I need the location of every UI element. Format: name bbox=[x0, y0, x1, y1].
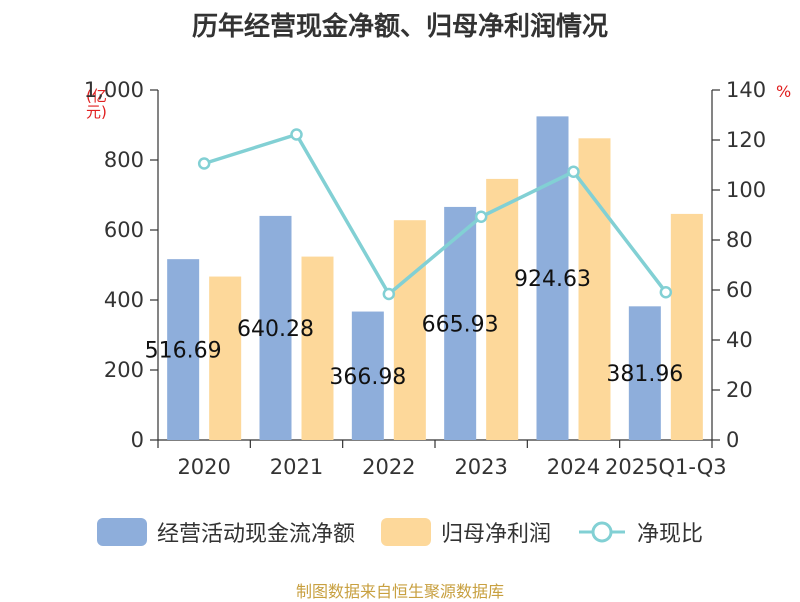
data-source-note: 制图数据来自恒生聚源数据库 bbox=[295, 582, 504, 601]
bar-data-label: 366.98 bbox=[329, 365, 406, 390]
left-axis-tick-label: 800 bbox=[104, 148, 144, 172]
line-point-cash-ratio bbox=[659, 286, 673, 299]
legend-item-operating-cash-flow[interactable]: 经营活动现金流净额 bbox=[96, 516, 355, 548]
bar-data-label: 381.96 bbox=[606, 362, 683, 387]
legend-label-operating-cash-flow: 经营活动现金流净额 bbox=[156, 522, 355, 547]
line-point-cash-ratio bbox=[382, 287, 396, 301]
bar-data-label: 516.69 bbox=[145, 339, 222, 364]
x-axis-category-label: 2023 bbox=[454, 455, 507, 479]
right-axis-tick-label: 120 bbox=[726, 128, 766, 152]
right-axis-tick-label: 40 bbox=[726, 328, 753, 352]
legend-line-marker-icon bbox=[579, 521, 625, 543]
left-axis-tick-label: 0 bbox=[131, 428, 144, 452]
right-axis-tick-label: 100 bbox=[726, 178, 766, 202]
chart-title: 历年经营现金净额、归母净利润情况 bbox=[191, 12, 608, 42]
x-axis-category-label: 2021 bbox=[270, 455, 323, 479]
bar-net-profit bbox=[486, 178, 519, 440]
bar-net-profit bbox=[578, 138, 611, 441]
bar-net-profit bbox=[209, 276, 242, 440]
line-point-cash-ratio bbox=[197, 157, 211, 170]
right-axis-unit: % bbox=[776, 82, 792, 101]
line-cash-ratio bbox=[203, 132, 668, 296]
left-axis-tick-label: 200 bbox=[104, 358, 144, 382]
bar-net-profit bbox=[670, 213, 703, 440]
bar-operating-cash-flow bbox=[167, 259, 200, 440]
chart-legend: 经营活动现金流净额 归母净利润 净现比 bbox=[0, 516, 800, 548]
right-axis-tick-label: 60 bbox=[726, 278, 753, 302]
bar-data-label: 640.28 bbox=[237, 317, 314, 342]
legend-swatch-operating-cash-flow bbox=[96, 518, 147, 546]
legend-swatch-net-profit bbox=[380, 518, 431, 546]
line-point-cash-ratio bbox=[474, 210, 488, 223]
bar-operating-cash-flow bbox=[444, 206, 477, 440]
line-point-cash-ratio bbox=[567, 165, 580, 178]
bar-net-profit bbox=[393, 220, 426, 440]
left-axis-tick-label: 600 bbox=[104, 218, 144, 242]
right-axis-tick-label: 20 bbox=[726, 378, 753, 402]
x-axis-category-label: 2020 bbox=[177, 455, 230, 479]
bar-data-label: 924.63 bbox=[514, 267, 591, 292]
left-axis-tick-label: 1,000 bbox=[84, 78, 144, 102]
line-point-cash-ratio bbox=[290, 128, 303, 141]
bar-operating-cash-flow bbox=[628, 306, 661, 440]
left-axis-tick-label: 400 bbox=[104, 288, 144, 312]
legend-label-cash-ratio: 净现比 bbox=[637, 522, 704, 547]
x-axis-category-label: 2025Q1-Q3 bbox=[605, 455, 727, 479]
x-axis-category-label: 2022 bbox=[362, 455, 415, 479]
bar-operating-cash-flow bbox=[351, 311, 384, 440]
right-axis-tick-label: 0 bbox=[726, 428, 739, 452]
bar-operating-cash-flow bbox=[536, 116, 569, 440]
right-axis-tick-label: 80 bbox=[726, 228, 753, 252]
bar-net-profit bbox=[301, 256, 334, 440]
x-axis-category-label: 2024 bbox=[547, 455, 600, 479]
bar-operating-cash-flow bbox=[259, 215, 292, 440]
bar-data-label: 665.93 bbox=[422, 312, 499, 337]
legend-label-net-profit: 归母净利润 bbox=[440, 522, 551, 547]
legend-item-net-profit[interactable]: 归母净利润 bbox=[380, 516, 551, 548]
legend-item-cash-ratio[interactable]: 净现比 bbox=[577, 516, 703, 548]
right-axis-tick-label: 140 bbox=[726, 78, 766, 102]
left-axis-unit: (亿元) bbox=[86, 87, 107, 121]
